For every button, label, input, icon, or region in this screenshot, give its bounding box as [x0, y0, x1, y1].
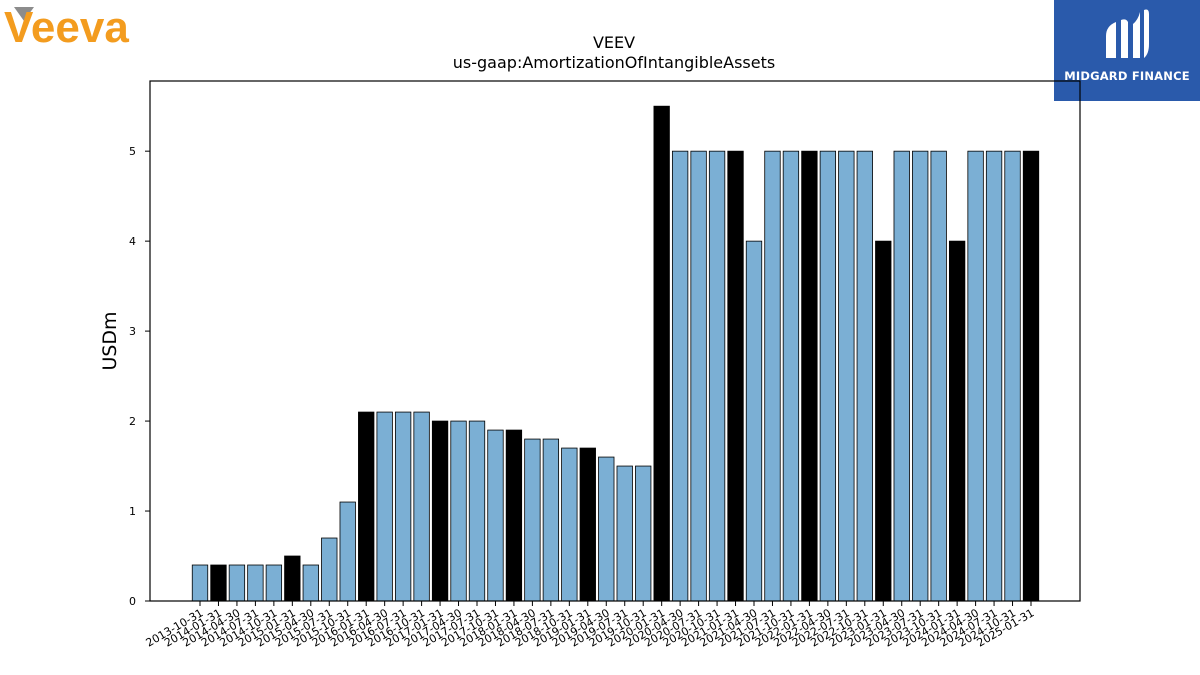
bar-2017-10-31 [487, 429, 504, 602]
bar-2019-10-31 [635, 465, 652, 602]
bar-2024-10-31 [1004, 150, 1021, 602]
bar-2015-01-31 [284, 555, 301, 602]
bar-2019-04-30 [598, 456, 615, 602]
bar-2016-10-31 [413, 411, 430, 602]
bar-2016-07-31 [394, 411, 412, 602]
bar-2022-04-30 [819, 150, 837, 602]
plot-frame [149, 80, 1081, 602]
y-tick-label: 4 [129, 235, 136, 248]
bar-2019-07-31 [616, 465, 633, 602]
veeva-logo-triangle [14, 7, 34, 21]
bar-2024-01-31 [948, 240, 966, 602]
bar-2022-01-31 [801, 150, 818, 602]
bar-2013-10-31 [191, 564, 209, 602]
bar-2022-07-31 [838, 150, 855, 602]
midgard-logo-text: MIDGARD FINANCE [1064, 69, 1190, 83]
bars-group [191, 105, 1040, 602]
y-tick-label: 1 [129, 505, 136, 518]
bar-2022-10-31 [856, 150, 873, 602]
bar-2025-01-31 [1022, 150, 1040, 602]
bar-2017-01-31 [431, 420, 449, 602]
bar-2018-10-31 [561, 447, 578, 602]
veeva-logo: Veeva [4, 3, 174, 52]
bar-2021-07-31 [764, 150, 781, 602]
bar-2020-07-31 [690, 150, 707, 602]
bar-2020-01-31 [653, 105, 670, 602]
chart-title: VEEV [593, 33, 635, 52]
bar-2021-10-31 [782, 150, 800, 602]
bar-2014-07-31 [247, 564, 264, 602]
bar-2023-04-30 [893, 150, 910, 602]
bar-2019-01-31 [579, 447, 596, 602]
bar-2018-01-31 [505, 429, 523, 602]
bar-2021-04-30 [745, 240, 763, 602]
bar-2021-01-31 [727, 150, 744, 602]
bar-2016-04-30 [376, 411, 393, 602]
bar-2015-10-31 [339, 501, 356, 602]
veeva-logo-text: Veeva [4, 4, 129, 46]
bar-2015-07-31 [321, 537, 338, 602]
bar-2014-04-30 [228, 564, 246, 602]
midgard-finance-logo: MIDGARD FINANCE [1054, 0, 1200, 101]
bar-2023-01-31 [875, 240, 892, 602]
bar-2016-01-31 [358, 411, 375, 602]
bar-2020-10-31 [708, 150, 726, 602]
bar-2014-01-31 [210, 564, 227, 602]
bar-2017-04-30 [450, 420, 467, 602]
bar-2020-04-30 [671, 150, 689, 602]
y-axis-ticks: 0 1 2 3 4 5 [129, 145, 150, 608]
y-tick-label: 5 [129, 145, 136, 158]
y-tick-label: 0 [129, 595, 136, 608]
bar-2015-04-30 [302, 564, 319, 602]
y-tick-label: 3 [129, 325, 136, 338]
bar-2024-04-30 [967, 150, 984, 602]
midgard-logo-mark [1106, 9, 1149, 58]
bar-2023-10-31 [930, 150, 947, 602]
bar-2023-07-31 [912, 150, 929, 602]
bar-2018-07-31 [542, 438, 560, 602]
y-tick-label: 2 [129, 415, 136, 428]
bar-2024-07-31 [985, 150, 1003, 602]
bar-2017-07-31 [468, 420, 486, 602]
bar-2014-10-31 [265, 564, 283, 602]
chart-subtitle: us-gaap:AmortizationOfIntangibleAssets [453, 53, 775, 72]
x-axis-ticks: 2013-10-312014-01-312014-04-302014-07-31… [144, 601, 1037, 650]
y-axis-label: USDm [99, 311, 121, 370]
bar-2018-04-30 [524, 438, 541, 602]
